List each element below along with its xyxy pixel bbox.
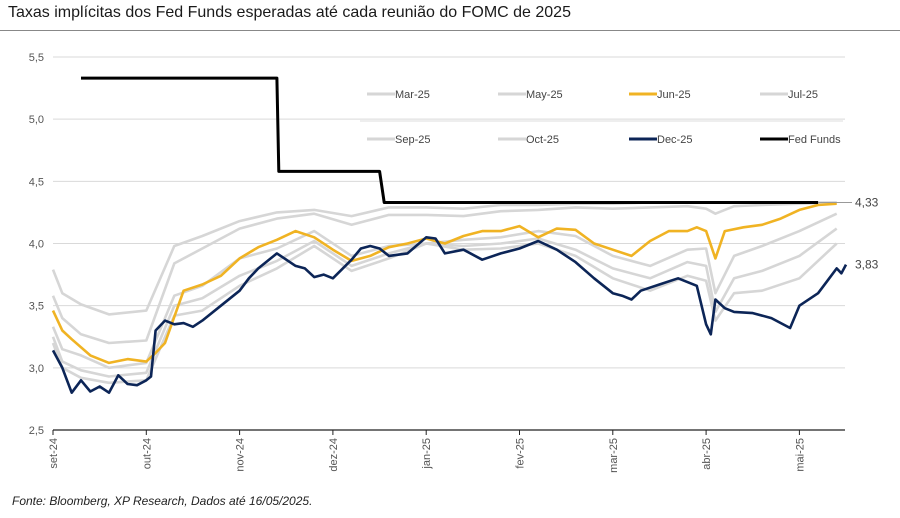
title-divider — [0, 30, 900, 31]
legend-item: Mar-25 — [367, 89, 430, 101]
x-tick-label: mai-25 — [794, 438, 806, 472]
legend-item: Jul-25 — [760, 89, 818, 101]
x-tick-label: nov-24 — [235, 438, 247, 472]
y-tick-label: 5,5 — [29, 52, 44, 64]
legend-label: Jul-25 — [788, 89, 818, 101]
x-tick-label: abr-25 — [701, 438, 713, 470]
series-line-dec-25 — [51, 236, 848, 394]
y-tick-label: 2,5 — [29, 425, 44, 437]
y-tick-label: 3,0 — [29, 363, 44, 375]
legend-label: Sep-25 — [395, 134, 430, 146]
end-label: 4,33 — [855, 195, 879, 209]
legend-label: Dec-25 — [657, 134, 692, 146]
series-line-jun-25 — [51, 202, 837, 365]
series-line-fed-funds — [81, 76, 819, 204]
legend-item: May-25 — [498, 89, 563, 101]
source-note: Fonte: Bloomberg, XP Research, Dados até… — [12, 494, 313, 508]
series-line-may-25 — [51, 201, 837, 345]
legend-label: Oct-25 — [526, 134, 559, 146]
x-tick-label: out-24 — [141, 438, 153, 469]
legend-label: May-25 — [526, 89, 563, 101]
legend-item: Fed Funds — [760, 134, 841, 146]
legend: Mar-25 May-25 Jun-25 Jul-25 Sep-25 Oct-25 Dec-… — [360, 89, 843, 146]
x-tick-label: fev-25 — [515, 438, 527, 469]
series-line-mar-25 — [51, 201, 837, 316]
x-tick-label: mar-25 — [608, 438, 620, 473]
legend-label: Fed Funds — [788, 134, 841, 146]
y-axis: 2,5 3,0 3,5 4,0 4,5 5,0 5,5 — [29, 52, 44, 437]
x-tick-label: dez-24 — [328, 438, 340, 472]
legend-item: Sep-25 — [367, 134, 430, 146]
legend-label: Mar-25 — [395, 89, 430, 101]
legend-item: Oct-25 — [498, 134, 559, 146]
series-line-jul-25 — [51, 212, 838, 370]
y-tick-label: 5,0 — [29, 114, 44, 126]
x-tick-label: jan-25 — [421, 438, 433, 470]
x-tick-label: set-24 — [48, 438, 60, 469]
y-tick-label: 4,5 — [29, 176, 44, 188]
legend-label: Jun-25 — [657, 89, 691, 101]
y-tick-label: 4,0 — [29, 239, 44, 251]
series-lines — [51, 76, 848, 394]
legend-item: Jun-25 — [629, 89, 691, 101]
y-tick-label: 3,5 — [29, 301, 44, 313]
legend-item: Dec-25 — [629, 134, 692, 146]
x-axis: set-24 out-24 nov-24 dez-24 jan-25 fev-25 mar-… — [48, 429, 845, 473]
chart-title: Taxas implícitas dos Fed Funds esperadas… — [8, 4, 571, 21]
end-labels: 4,33 3,83 — [818, 195, 879, 272]
end-label: 3,83 — [855, 258, 879, 272]
